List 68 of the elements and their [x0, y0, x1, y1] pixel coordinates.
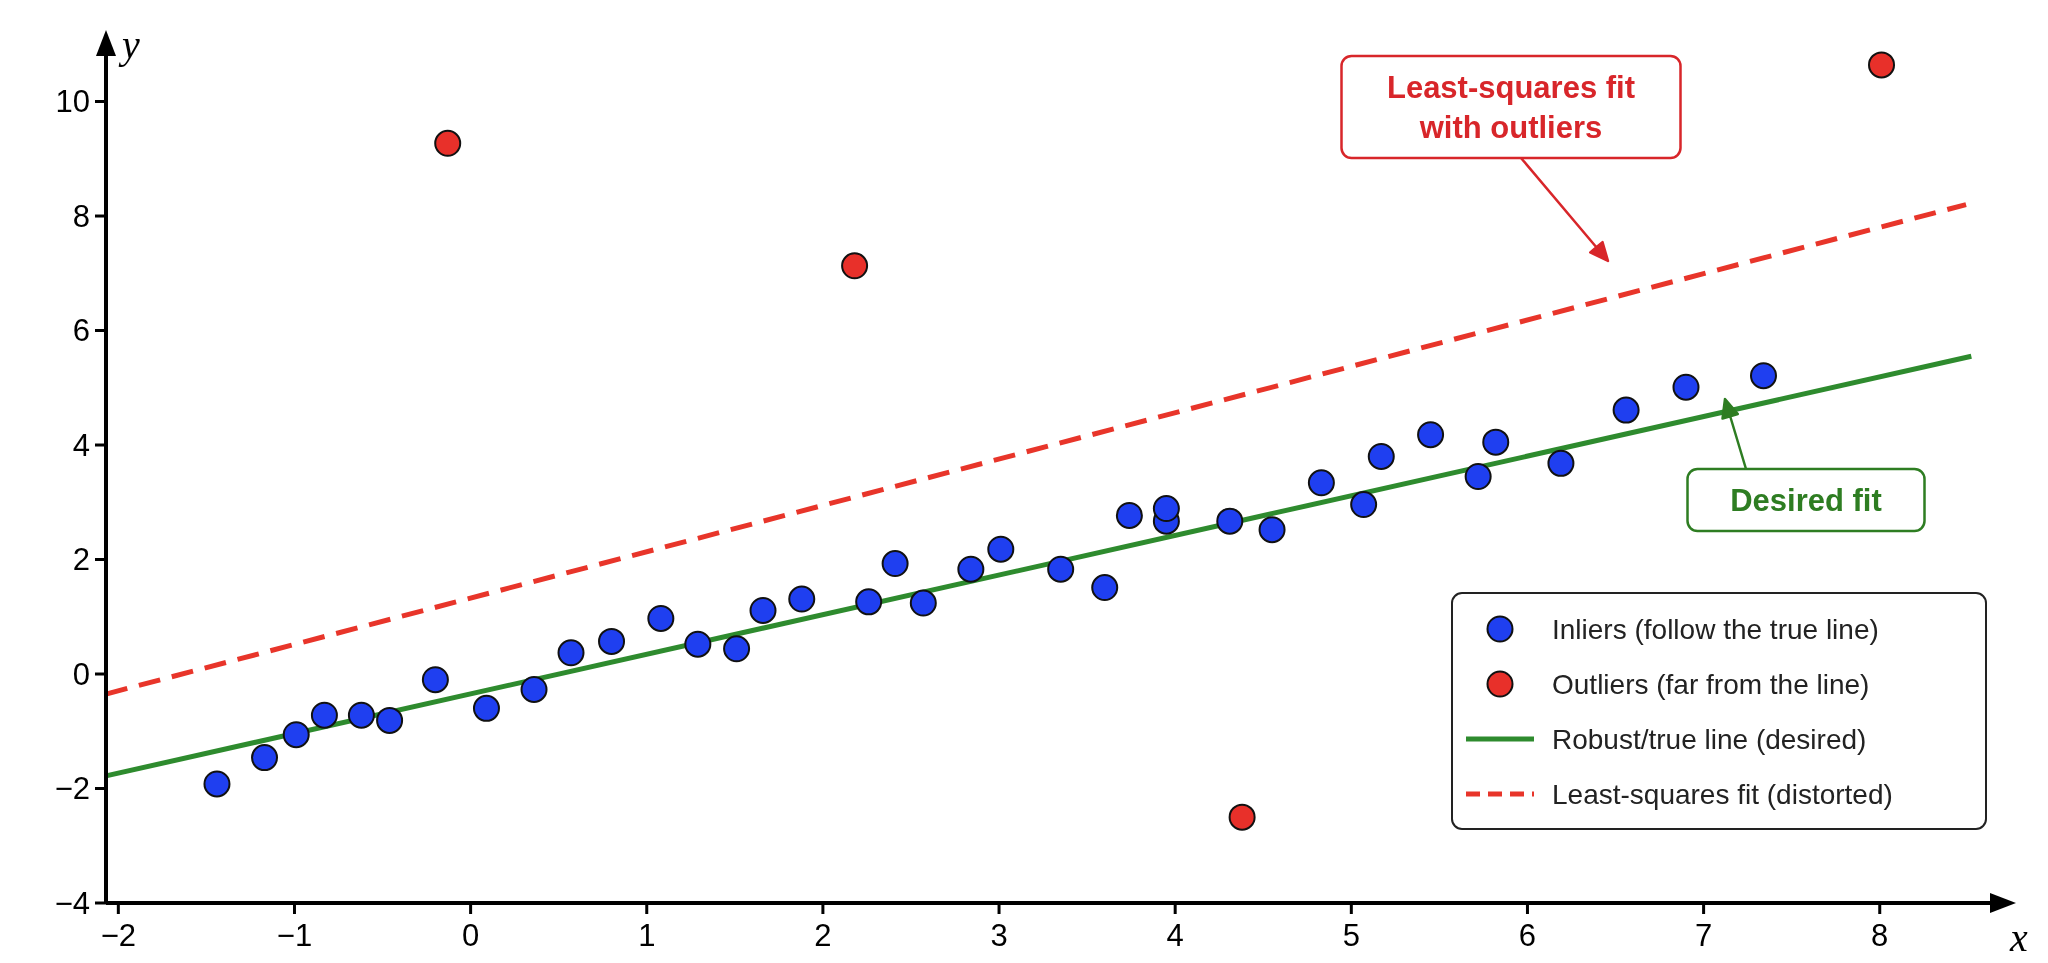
annotation: Least-squares fit with outliers: [1386, 70, 1636, 145]
y-tick-label: 8: [72, 198, 90, 234]
point: [310, 701, 338, 729]
point: [1115, 501, 1143, 529]
point: [788, 585, 816, 613]
point: [855, 588, 883, 616]
x-tick-label: 0: [461, 917, 480, 953]
x-tick-label: 5: [1342, 917, 1360, 953]
point: [1612, 396, 1640, 424]
point: [1482, 428, 1510, 456]
point: [251, 744, 279, 772]
y-axis-title: y: [118, 22, 140, 67]
y-tick-label: 4: [72, 427, 90, 463]
point: [557, 639, 585, 667]
legend-label: Outliers (far from the line): [1552, 669, 1870, 700]
point: [347, 701, 375, 729]
point: [472, 694, 500, 722]
x-tick-label: 8: [1871, 917, 1889, 953]
point: [1091, 574, 1119, 602]
point: [376, 706, 404, 734]
y-tick-label: 0: [72, 656, 90, 692]
point: [1228, 803, 1256, 831]
legend-label: Least-squares fit (distorted): [1552, 779, 1893, 810]
x-tick-label: 6: [1518, 917, 1537, 953]
x-tick-label: −1: [276, 917, 313, 953]
point: [1417, 421, 1445, 449]
point: [1307, 469, 1335, 497]
x-tick-label: 1: [638, 917, 656, 953]
y-tick-label: −2: [54, 771, 90, 806]
point: [957, 555, 985, 583]
x-tick-label: 4: [1166, 917, 1184, 953]
point: [434, 129, 462, 157]
point: [1258, 516, 1286, 544]
x-axis-title: x: [2009, 915, 2028, 960]
point: [1350, 491, 1378, 519]
x-tick-label: −2: [100, 917, 137, 953]
point: [1749, 362, 1777, 390]
point: [647, 604, 675, 632]
point: [723, 635, 751, 663]
legend-label: Inliers (follow the true line): [1552, 614, 1879, 645]
point: [684, 630, 712, 658]
point: [1216, 507, 1244, 535]
point: [1672, 373, 1700, 401]
point: [520, 675, 548, 703]
point: [598, 627, 626, 655]
point: [421, 666, 449, 694]
point: [881, 550, 909, 578]
annotation: Desired fit: [1730, 483, 1882, 518]
y-tick-label: −4: [54, 885, 90, 921]
x-tick-label: 7: [1694, 917, 1713, 953]
y-tick-label: 6: [72, 313, 90, 349]
point: [1868, 51, 1896, 79]
point: [749, 596, 777, 624]
point: [1547, 449, 1575, 477]
x-tick-label: 2: [814, 917, 832, 953]
point: [282, 721, 310, 749]
point: [1367, 442, 1395, 470]
legend-label: Robust/true line (desired): [1552, 724, 1867, 755]
point: [987, 535, 1015, 563]
x-tick-label: 3: [990, 917, 1008, 953]
point: [1464, 463, 1492, 490]
point: [841, 252, 869, 280]
point: [909, 589, 937, 617]
point: [1152, 495, 1180, 523]
point: [1047, 555, 1075, 583]
point: [203, 770, 231, 798]
y-tick-label: 10: [55, 84, 90, 120]
y-tick-label: 2: [72, 542, 90, 578]
